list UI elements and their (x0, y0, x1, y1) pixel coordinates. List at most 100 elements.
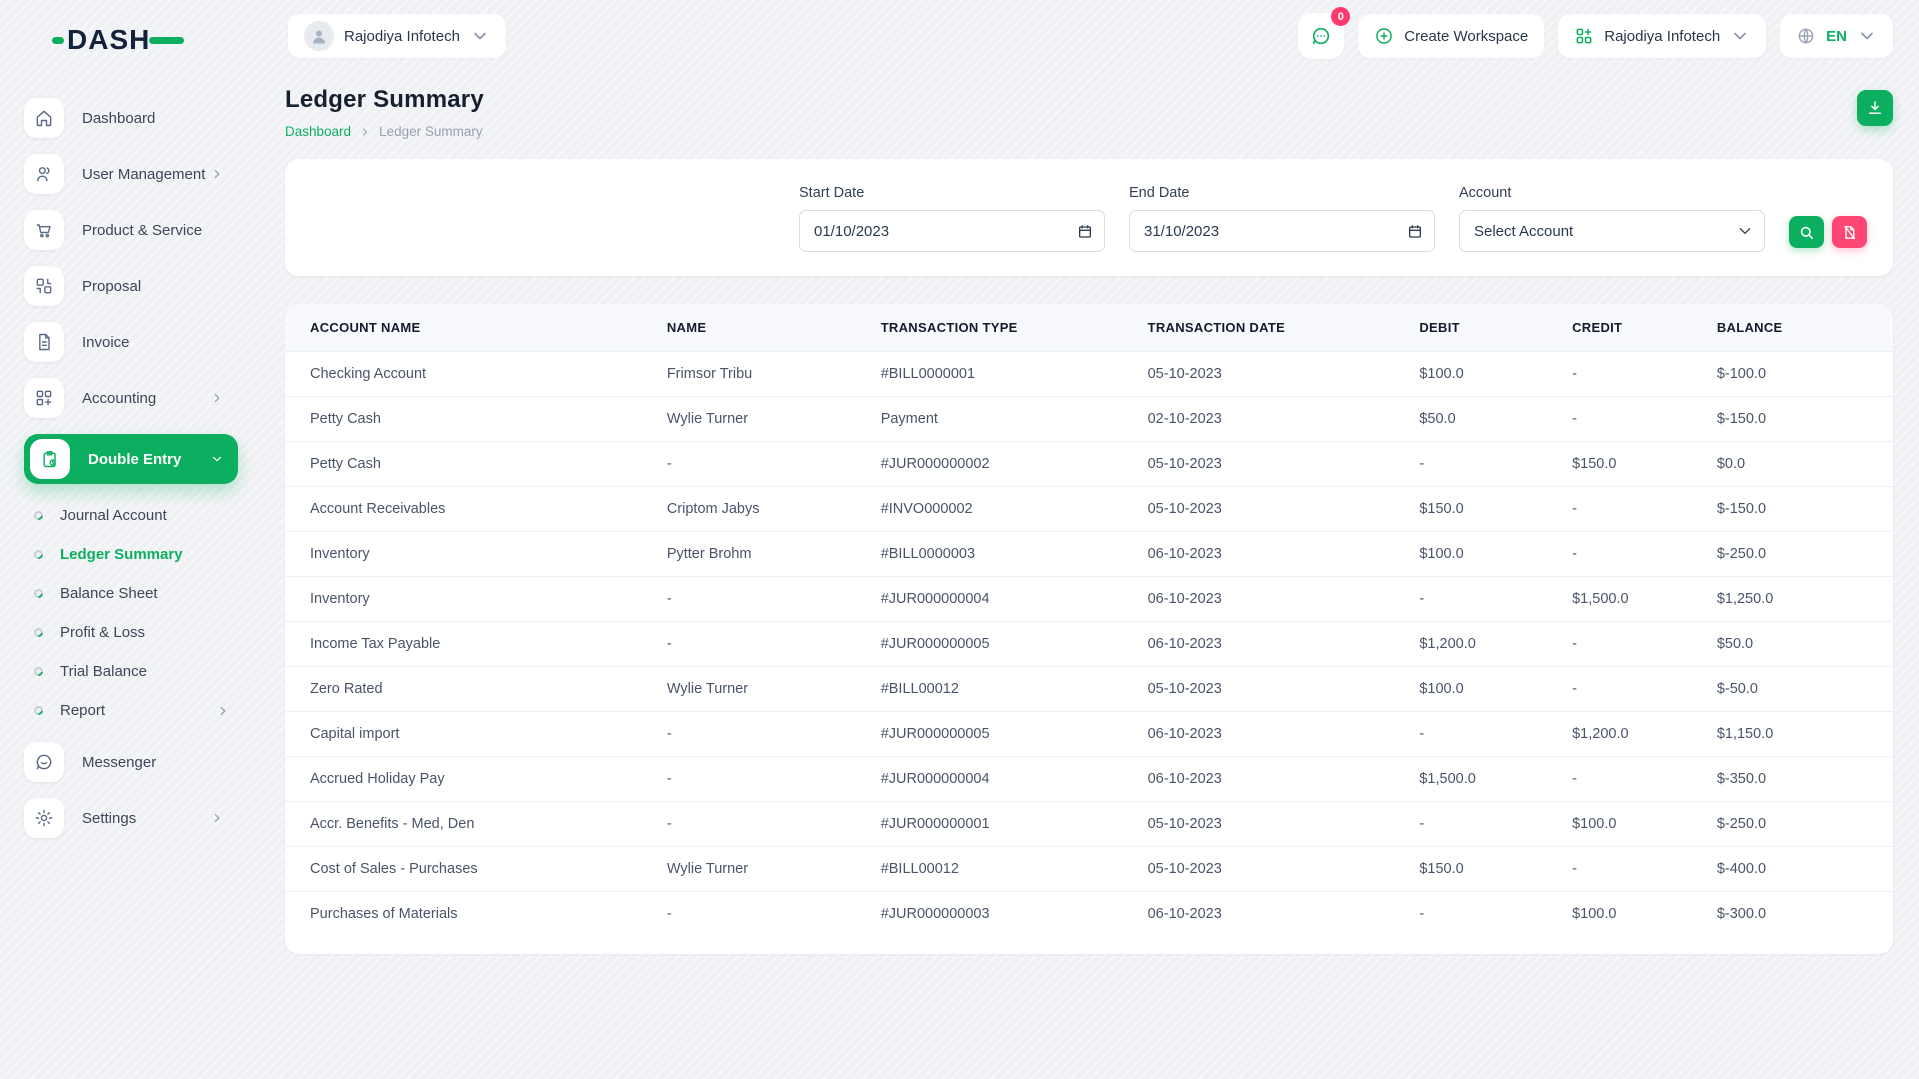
cell-name: - (654, 576, 869, 622)
cell-account-name: Purchases of Materials (285, 891, 655, 936)
cell-debit: - (1407, 441, 1561, 487)
submenu-item-balance-sheet[interactable]: Balance Sheet (32, 574, 238, 613)
cell-account-name: Zero Rated (285, 666, 655, 712)
messages-button[interactable]: 0 (1298, 7, 1351, 59)
table-body: Checking Account Frimsor Tribu #BILL000000… (285, 351, 1893, 936)
end-date-input[interactable] (1129, 210, 1435, 252)
account-select[interactable]: Select Account (1459, 210, 1765, 252)
ledger-table: ACCOUNT NAME NAME TRANSACTION TYPE TRANSACT… (285, 304, 1893, 936)
proposal-icon (24, 266, 64, 306)
settings-icon (24, 798, 64, 838)
cell-name: Wylie Turner (654, 396, 869, 442)
cell-debit: - (1407, 891, 1561, 936)
workspace-selector[interactable]: Rajodiya Infotech (288, 14, 506, 58)
cell-name: Frimsor Tribu (654, 351, 869, 397)
company-selector[interactable]: Rajodiya Infotech (1558, 14, 1767, 58)
cell-credit: $100.0 (1560, 891, 1705, 936)
submenu-item-journal-account[interactable]: Journal Account (32, 496, 238, 535)
cell-debit: - (1407, 576, 1561, 622)
sidebar-item-messenger[interactable]: Messenger (24, 742, 238, 782)
submenu-item-label: Profit & Loss (60, 624, 146, 641)
breadcrumb-dashboard-link[interactable]: Dashboard (285, 124, 352, 139)
start-date-label: Start Date (799, 185, 865, 201)
cell-name: - (654, 801, 869, 847)
messenger-icon (24, 742, 64, 782)
breadcrumb-current: Ledger Summary (379, 124, 483, 139)
cell-account-name: Cost of Sales - Purchases (285, 846, 655, 892)
cell-balance: $-400.0 (1704, 846, 1893, 892)
sidebar-item-settings[interactable]: Settings (24, 798, 238, 838)
sidebar-item-proposal[interactable]: Proposal (24, 266, 238, 306)
sidebar-item-user-management[interactable]: User Management (24, 154, 238, 194)
table-row: Account Receivables Criptom Jabys #INVO000… (285, 486, 1893, 532)
chevron-right-icon (359, 126, 371, 138)
sidebar-item-label: Double Entry (88, 450, 182, 468)
cell-transaction-date: 05-10-2023 (1135, 441, 1408, 487)
cell-transaction-type: #BILL0000001 (868, 351, 1136, 397)
cell-transaction-date: 06-10-2023 (1135, 711, 1408, 757)
app-logo: DASH (52, 24, 184, 55)
create-workspace-button[interactable]: Create Workspace (1358, 14, 1545, 58)
cell-transaction-date: 05-10-2023 (1135, 486, 1408, 532)
cell-transaction-type: #BILL0000003 (868, 531, 1136, 577)
cell-debit: - (1407, 801, 1561, 847)
reset-button[interactable] (1832, 216, 1867, 248)
plus-circle-icon (1374, 26, 1394, 46)
table-row: Purchases of Materials - #JUR000000003 06-1… (285, 891, 1893, 936)
search-button[interactable] (1789, 216, 1824, 248)
language-selector[interactable]: EN (1780, 14, 1893, 58)
sidebar-nav: Dashboard User Management Product & Servic… (0, 90, 248, 846)
bullet-icon (32, 587, 45, 600)
chevron-right-icon (210, 391, 224, 405)
submenu-item-label: Report (60, 702, 106, 719)
cell-balance: $-150.0 (1704, 396, 1893, 442)
column-header-balance: BALANCE (1704, 304, 1893, 352)
sidebar-item-label: User Management (82, 165, 206, 183)
ledger-table-card: ACCOUNT NAME NAME TRANSACTION TYPE TRANSACT… (285, 304, 1893, 954)
cell-account-name: Accr. Benefits - Med, Den (285, 801, 655, 847)
cell-account-name: Petty Cash (285, 441, 655, 487)
submenu-item-trial-balance[interactable]: Trial Balance (32, 652, 238, 691)
cell-account-name: Capital import (285, 711, 655, 757)
svg-text:DASH: DASH (67, 24, 150, 55)
chevron-down-icon (1730, 26, 1750, 46)
cell-credit: - (1560, 756, 1705, 802)
chat-icon (1310, 25, 1332, 47)
submenu-item-profit-loss[interactable]: Profit & Loss (32, 613, 238, 652)
cell-transaction-type: #JUR000000004 (868, 576, 1136, 622)
cell-balance: $-300.0 (1704, 891, 1893, 936)
cell-credit: - (1560, 621, 1705, 667)
submenu-item-label: Balance Sheet (60, 585, 158, 602)
sidebar-item-label: Settings (82, 809, 137, 827)
table-row: Accrued Holiday Pay - #JUR000000004 06-10-2… (285, 756, 1893, 802)
users-icon (24, 154, 64, 194)
invoice-icon (24, 322, 64, 362)
cell-debit: $1,500.0 (1407, 756, 1561, 802)
sidebar-item-product-service[interactable]: Product & Service (24, 210, 238, 250)
bullet-icon (32, 665, 45, 678)
company-name: Rajodiya Infotech (1604, 27, 1721, 45)
download-button[interactable] (1857, 90, 1893, 126)
start-date-input[interactable] (799, 210, 1105, 252)
cell-balance: $-250.0 (1704, 801, 1893, 847)
submenu-item-ledger-summary[interactable]: Ledger Summary (32, 535, 238, 574)
cell-name: Pytter Brohm (654, 531, 869, 577)
submenu-item-report[interactable]: Report (32, 691, 238, 730)
create-workspace-label: Create Workspace (1404, 27, 1529, 45)
sidebar-item-invoice[interactable]: Invoice (24, 322, 238, 362)
submenu-item-label: Ledger Summary (60, 546, 183, 563)
table-row: Inventory - #JUR000000004 06-10-2023- $1,500… (285, 576, 1893, 622)
sidebar-item-double-entry[interactable]: Double Entry (24, 434, 238, 484)
cell-transaction-date: 06-10-2023 (1135, 756, 1408, 802)
filter-panel: Start Date End Date Account (285, 159, 1893, 276)
search-icon (1798, 224, 1815, 241)
cell-name: Criptom Jabys (654, 486, 869, 532)
chevron-down-icon (470, 26, 490, 46)
page-title: Ledger Summary (285, 86, 484, 113)
cell-balance: $-50.0 (1704, 666, 1893, 712)
messages-badge: 0 (1331, 7, 1351, 26)
sidebar-item-accounting[interactable]: Accounting (24, 378, 238, 418)
double-entry-submenu: Journal Account Ledger Summary Balance She… (0, 496, 248, 730)
cell-balance: $1,250.0 (1704, 576, 1893, 622)
sidebar-item-dashboard[interactable]: Dashboard (24, 98, 238, 138)
